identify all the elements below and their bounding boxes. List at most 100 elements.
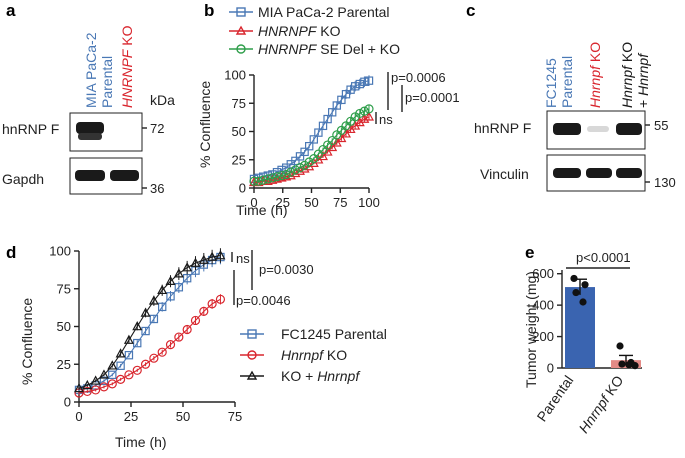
- panel-d-label: d: [6, 243, 16, 262]
- chart-d-point: [108, 370, 117, 380]
- chart-d-point: [166, 292, 175, 301]
- chart-b-point: [295, 163, 305, 173]
- chart-b-point: [267, 173, 277, 183]
- chart-b-p1: p=0.0006: [391, 70, 446, 85]
- chart-b-point: [332, 101, 342, 110]
- chart-d-point: [165, 340, 176, 350]
- legend-b-triangle-icon: [235, 25, 247, 35]
- marker-c2: 130: [654, 175, 676, 190]
- chart-b-point: [249, 176, 259, 186]
- chart-b-ylabel: % Confluence: [197, 81, 213, 168]
- legend-b-2: HNRNPF KO: [258, 23, 341, 39]
- chart-d-point: [115, 374, 126, 384]
- chart-b-point: [363, 111, 375, 121]
- chart-e-point: [570, 274, 578, 283]
- chart-b-point: [364, 104, 374, 114]
- band-c1-1: [553, 123, 581, 135]
- chart-b-point: [351, 82, 360, 91]
- chart-b-point: [327, 135, 337, 146]
- chart-d: 0 25 50 75 0 25 50 75 100: [49, 244, 242, 425]
- chart-b-ytick-label: 75: [232, 96, 246, 111]
- chart-b-xlabel: Time (h): [236, 202, 288, 218]
- chart-b-point: [291, 156, 300, 166]
- legend-d-circle-icon: [247, 350, 257, 360]
- lane-c1-line1: FC1245: [543, 58, 559, 108]
- marker-c1: 55: [654, 118, 668, 133]
- chart-d-ytick-label: 50: [57, 319, 71, 334]
- chart-b-ytick-label: 50: [232, 124, 246, 139]
- lane-c3-line1: Hnrnpf KO: [619, 42, 635, 108]
- kda-label-a: kDa: [150, 92, 175, 108]
- chart-d-point: [149, 314, 159, 324]
- chart-b-point: [300, 147, 309, 157]
- chart-d-point: [174, 283, 184, 292]
- band-c2-1: [553, 168, 581, 178]
- legend-b-circle-icon: [236, 44, 246, 54]
- chart-d-xlabel: Time (h): [115, 434, 167, 450]
- chart-b-point: [364, 76, 374, 85]
- chart-d-ns: ns: [236, 251, 250, 266]
- chart-e-point: [631, 362, 639, 370]
- chart-d-ytick-label: 75: [57, 281, 71, 296]
- chart-b-point: [254, 176, 264, 186]
- chart-d-point: [199, 306, 209, 316]
- lane-c3-line2: + Hnrnpf: [635, 52, 651, 108]
- chart-e-point: [579, 298, 587, 306]
- chart-b-point: [328, 108, 337, 117]
- chart-d-point: [215, 250, 226, 260]
- chart-e-point: [618, 360, 626, 368]
- blot-c1-name: hnRNP F: [474, 120, 531, 136]
- legend-d-2: Hnrnpf KO: [281, 347, 347, 363]
- chart-e-point: [581, 281, 589, 289]
- chart-b-point: [355, 108, 365, 119]
- chart-d-point: [123, 334, 134, 344]
- chart-d-xtick-label: 0: [75, 409, 82, 424]
- chart-b-point: [309, 135, 319, 144]
- legend-b-1: MIA PaCa-2 Parental: [258, 4, 390, 20]
- chart-e-point: [572, 288, 580, 297]
- band-c1-2: [587, 126, 609, 132]
- chart-b-point: [322, 146, 333, 156]
- chart-d-point: [190, 315, 201, 326]
- chart-e-cat-2: Hnrnpf KO: [575, 372, 626, 435]
- chart-d-point: [207, 251, 218, 261]
- chart-d-p2: p=0.0046: [236, 293, 291, 308]
- band-a1-1: [76, 122, 104, 134]
- chart-d-xtick-label: 75: [228, 409, 242, 424]
- panel-d: d 0 25 50 75 0 25 50 75 100 Time (h) % Confluenc…: [6, 243, 387, 450]
- blot-a1-name: hnRNP F: [2, 121, 59, 137]
- chart-d-point: [124, 370, 134, 380]
- chart-b-point: [355, 79, 365, 89]
- chart-b-point: [331, 137, 342, 147]
- chart-e-point: [625, 361, 633, 369]
- panel-e-label: e: [525, 243, 534, 262]
- chart-d-point: [174, 332, 184, 342]
- chart-e-ytick-label: 600: [532, 266, 554, 281]
- chart-b-point: [318, 121, 328, 131]
- chart-b-point: [263, 174, 273, 184]
- chart-d-point: [133, 338, 142, 348]
- panel-a-label: a: [6, 1, 16, 20]
- chart-d-point: [157, 284, 168, 295]
- band-a2-1: [75, 170, 105, 181]
- chart-b-point: [258, 175, 268, 185]
- chart-d-series-line-0: [78, 256, 221, 391]
- blot-a2-name: Gapdh: [2, 171, 44, 187]
- chart-d-point: [198, 254, 209, 264]
- chart-b-point: [360, 77, 369, 86]
- legend-d-square-icon: [247, 329, 257, 339]
- chart-d-point: [98, 369, 109, 379]
- chart-d-point: [90, 375, 101, 385]
- chart-b-xtick-label: 25: [276, 195, 290, 210]
- chart-d-ytick-label: 0: [64, 395, 71, 410]
- chart-b-xtick-label: 75: [333, 195, 347, 210]
- chart-e-ytick-label: 0: [547, 361, 554, 376]
- chart-d-point: [182, 324, 192, 335]
- chart-d-ytick-label: 25: [57, 357, 71, 372]
- chart-d-point: [115, 348, 126, 358]
- chart-d-point: [157, 347, 167, 357]
- chart-d-point: [182, 273, 192, 283]
- chart-b-point: [317, 150, 329, 161]
- chart-b-xtick-label: 0: [250, 195, 257, 210]
- chart-d-point: [215, 294, 226, 304]
